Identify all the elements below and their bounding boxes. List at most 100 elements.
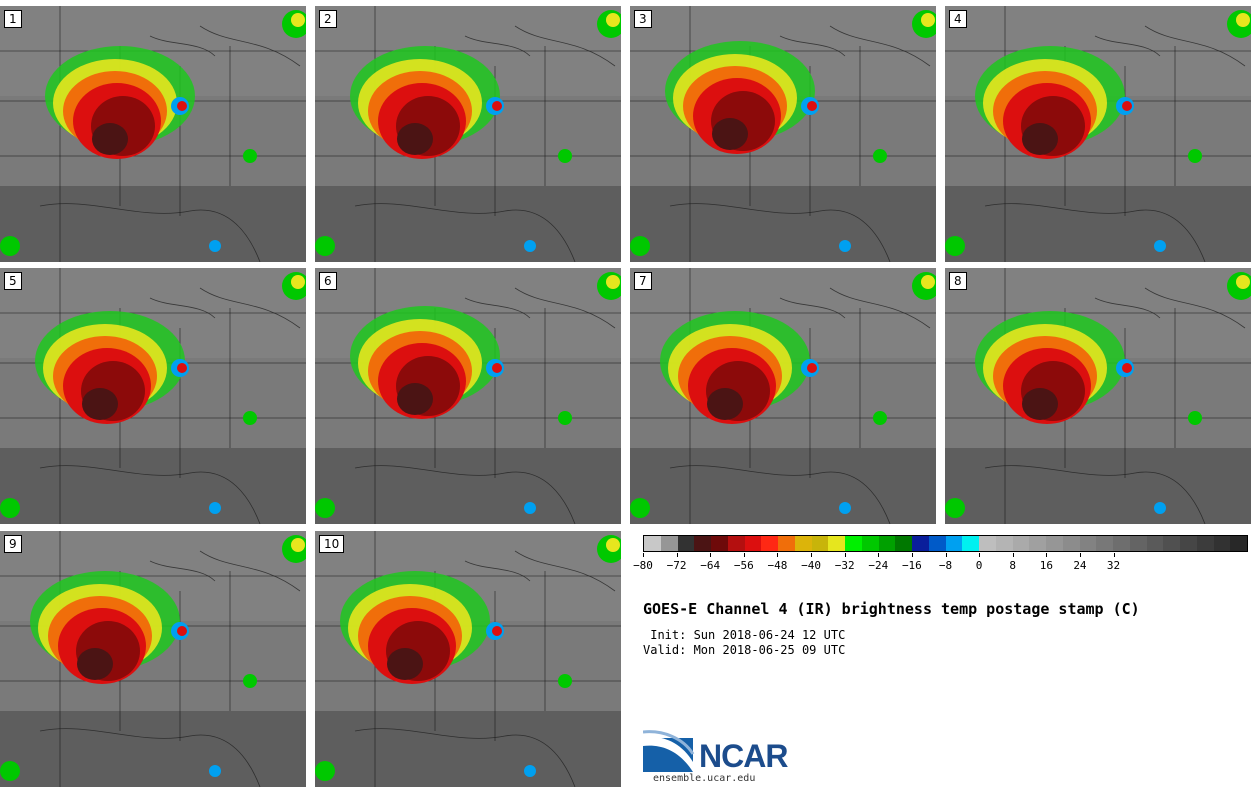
cloud-core [397, 123, 433, 155]
northeast-cloud-core [921, 13, 935, 27]
boundary-line [1094, 35, 1161, 57]
panel-number: 3 [634, 10, 652, 28]
boundary-line [1094, 297, 1161, 319]
postage-stamp-panel-3: 3 [630, 6, 936, 262]
colorbar-cell [1146, 536, 1164, 551]
colorbar-cell [677, 536, 695, 551]
colorbar-tick-mark [878, 553, 880, 557]
colorbar-tick-label: −24 [868, 559, 889, 572]
colorbar-cell [1062, 536, 1080, 551]
boundary-line [354, 465, 576, 524]
colorbar-tick-label: −16 [901, 559, 922, 572]
colorbar-tick-label: 0 [975, 559, 983, 572]
colorbar-cell [945, 536, 963, 551]
colorbar-tick-label: 24 [1073, 559, 1087, 572]
scattered-cell [873, 411, 887, 425]
satellite-ir-image [315, 6, 621, 262]
init-time: Init: Sun 2018-06-24 12 UTC [643, 628, 846, 642]
colorbar-tick-mark [844, 553, 846, 557]
scattered-cell [1188, 411, 1202, 425]
boundary-line [464, 560, 531, 582]
satellite-ir-image [630, 6, 936, 262]
colorbar-cell [979, 536, 996, 551]
southern-cell [1154, 502, 1166, 514]
colorbar-cell [761, 536, 778, 551]
boundary-line [354, 728, 576, 787]
colorbar-cell [878, 536, 896, 551]
satellite-ir-image [945, 6, 1251, 262]
colorbar-ticks: −80 −72 −64 −56 −48 −40 −32 −24 −16 −8 0 8 16 24 32 [633, 553, 1248, 573]
postage-stamp-panel-4: 4 [945, 6, 1251, 262]
colorbar-tick-label: 8 [1009, 559, 1017, 572]
southern-cell [524, 765, 536, 777]
colorbar-tick-mark [911, 553, 913, 557]
colorbar-cell [644, 536, 661, 551]
southern-cell [209, 502, 221, 514]
valid-time: Valid: Mon 2018-06-25 09 UTC [643, 643, 846, 657]
northeast-cloud-core [291, 275, 305, 289]
southwest-cloud [0, 498, 20, 518]
colorbar-tick-mark [676, 553, 678, 557]
postage-stamp-panel-6: 6 [315, 268, 621, 524]
panel-number: 6 [319, 272, 337, 290]
southern-cell [1154, 240, 1166, 252]
satellite-ir-image [630, 268, 936, 524]
panel-number: 5 [4, 272, 22, 290]
boundary-line [829, 25, 931, 67]
colorbar-tick-mark [1046, 553, 1048, 557]
colorbar-cell [1129, 536, 1147, 551]
cloud-core [1022, 123, 1058, 155]
southwest-cloud [630, 236, 650, 256]
boundary-line [514, 550, 616, 592]
southwest-cloud [315, 761, 335, 781]
cloud-core [707, 388, 743, 420]
colorbar-cell [1196, 536, 1214, 551]
southern-region [0, 448, 306, 524]
boundary-line [984, 203, 1206, 262]
satellite-ir-image [0, 268, 306, 524]
colorbar-cell [778, 536, 795, 551]
southwest-cloud [0, 761, 20, 781]
postage-stamp-panel-2: 2 [315, 6, 621, 262]
boundary-line [149, 560, 216, 582]
colorbar-cell [660, 536, 678, 551]
scattered-cell-core [1122, 101, 1132, 111]
northeast-cloud-core [606, 275, 620, 289]
boundary-line [779, 297, 846, 319]
cloud-core [92, 123, 128, 155]
colorbar-cell [1079, 536, 1097, 551]
colorbar-cell [928, 536, 946, 551]
southwest-cloud [630, 498, 650, 518]
satellite-ir-image [0, 6, 306, 262]
boundary-line [39, 203, 261, 262]
boundary-line [464, 297, 531, 319]
boundary-line [199, 550, 301, 592]
colorbar-tick-mark [979, 553, 981, 557]
panel-number: 10 [319, 535, 345, 553]
cloud-core [82, 388, 118, 420]
southern-cell [209, 765, 221, 777]
satellite-ir-image [315, 268, 621, 524]
northeast-cloud-core [291, 538, 305, 552]
scattered-cell [558, 674, 572, 688]
colorbar-cell [828, 536, 845, 551]
colorbar-tick-mark [643, 553, 644, 557]
southwest-cloud [315, 236, 335, 256]
colorbar-tick-label: −56 [733, 559, 754, 572]
panel-number: 7 [634, 272, 652, 290]
postage-stamp-panel-1: 1 [0, 6, 306, 262]
colorbar-cell [1096, 536, 1113, 551]
colorbar-cell [1230, 536, 1247, 551]
scattered-cell-core [492, 626, 502, 636]
panel-number: 4 [949, 10, 967, 28]
colorbar-cell [861, 536, 879, 551]
figure-title: GOES-E Channel 4 (IR) brightness temp po… [643, 600, 1140, 618]
southern-region [630, 448, 936, 524]
colorbar-tick-mark [1113, 553, 1115, 557]
northeast-cloud-core [291, 13, 305, 27]
scattered-cell [1188, 149, 1202, 163]
colorbar-cell [1046, 536, 1063, 551]
boundary-line [1144, 25, 1246, 67]
colorbar-cell [794, 536, 812, 551]
scattered-cell-core [807, 363, 817, 373]
